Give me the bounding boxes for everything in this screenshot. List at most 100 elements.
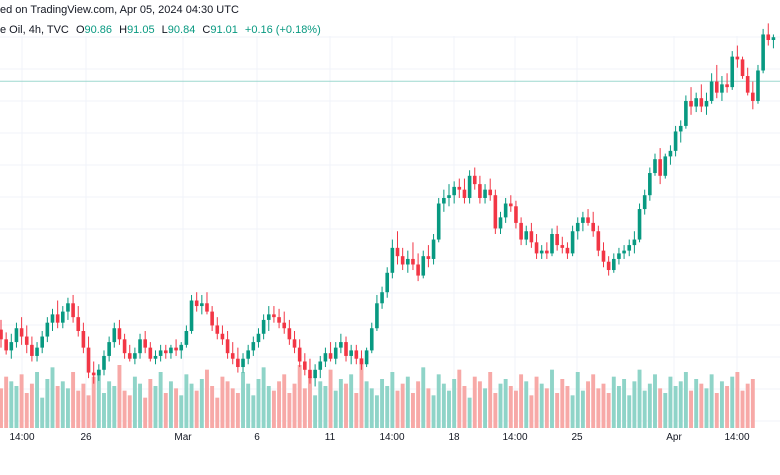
candle	[756, 64, 760, 104]
candle	[560, 236, 565, 254]
x-tick: 14:00	[724, 432, 750, 443]
candle	[761, 28, 765, 74]
volume-bar	[271, 390, 276, 428]
candle	[462, 178, 467, 204]
candle-body	[673, 131, 678, 151]
candle-body	[766, 34, 771, 40]
candle	[467, 170, 472, 204]
candle-body	[163, 350, 168, 354]
x-tick: 6	[254, 432, 260, 443]
candle	[539, 245, 544, 259]
candle	[421, 250, 426, 279]
volume-bar	[261, 367, 266, 428]
volume-bar	[477, 381, 482, 428]
candle	[426, 245, 431, 268]
volume-bar	[678, 381, 683, 428]
candle	[581, 211, 585, 232]
candle-body	[560, 245, 565, 248]
volume-bar	[513, 390, 518, 428]
candle-body	[694, 98, 698, 107]
volume-bar	[719, 381, 724, 428]
candle-body	[256, 333, 261, 343]
high-label: H	[119, 24, 128, 36]
volume-bar	[555, 393, 560, 428]
volume-bar	[416, 381, 421, 428]
candle-body	[689, 100, 693, 107]
candle	[241, 353, 245, 373]
volume-bar	[653, 374, 657, 428]
volume-bar	[333, 390, 338, 428]
candle	[266, 306, 271, 331]
candle	[292, 331, 297, 354]
candle-body	[498, 217, 503, 229]
volume-bar	[65, 388, 70, 428]
candle-body	[488, 189, 493, 196]
candle-body	[627, 245, 632, 251]
close-label: C	[202, 24, 211, 36]
volume-bar	[380, 379, 385, 428]
candle	[66, 297, 70, 320]
candle-body	[467, 175, 472, 198]
candle-body	[339, 342, 343, 348]
candle	[689, 87, 693, 115]
volume-bar	[405, 376, 410, 428]
volume-bar	[616, 386, 621, 428]
candle	[194, 292, 199, 312]
volume-bar	[673, 386, 678, 428]
volume-bar	[168, 381, 173, 428]
candle-body	[333, 347, 338, 359]
candle-body	[303, 361, 307, 370]
volume-bar	[544, 388, 549, 428]
candle-body	[184, 331, 189, 345]
candle	[771, 34, 776, 49]
candle-body	[400, 256, 405, 265]
volume-bar	[483, 388, 488, 428]
candle	[143, 331, 147, 354]
volume-bar	[256, 379, 261, 428]
candle-body	[308, 369, 312, 379]
candle-body	[457, 186, 462, 190]
candle	[184, 325, 189, 348]
candle	[261, 314, 266, 340]
candle	[40, 331, 44, 354]
volume-bar	[76, 390, 81, 428]
candle-body	[771, 37, 776, 40]
volume-bar	[457, 369, 462, 428]
candle	[745, 67, 750, 96]
candle-body	[436, 203, 441, 240]
volume-bar	[235, 393, 240, 428]
volume-bar	[565, 386, 570, 428]
candle	[359, 350, 364, 370]
candle-body	[462, 189, 467, 198]
candle	[586, 209, 590, 226]
time-axis[interactable]	[0, 428, 780, 470]
candle-body	[730, 56, 735, 88]
volume-bar	[302, 388, 307, 428]
candle-body	[0, 329, 3, 340]
candle	[236, 347, 240, 373]
candle-body	[431, 239, 436, 259]
candle-body	[555, 234, 559, 246]
volume-bar	[35, 372, 40, 428]
candle-body	[107, 342, 111, 356]
candle	[76, 306, 81, 337]
volume-bar	[462, 386, 467, 428]
candle	[24, 325, 29, 354]
candle	[256, 328, 261, 348]
volume-bar	[138, 383, 142, 428]
candle	[323, 347, 328, 368]
candle	[210, 306, 214, 331]
volume-bar	[611, 376, 616, 428]
candle-body	[503, 203, 508, 218]
volume-bar	[431, 395, 436, 428]
volume-bar	[503, 379, 508, 428]
candle-body	[297, 347, 302, 362]
candle-body	[266, 314, 271, 320]
volume-bar	[606, 393, 611, 428]
candle	[684, 95, 688, 129]
candle-body	[611, 258, 616, 271]
candle-body	[642, 195, 647, 210]
volume-bar	[426, 388, 431, 428]
